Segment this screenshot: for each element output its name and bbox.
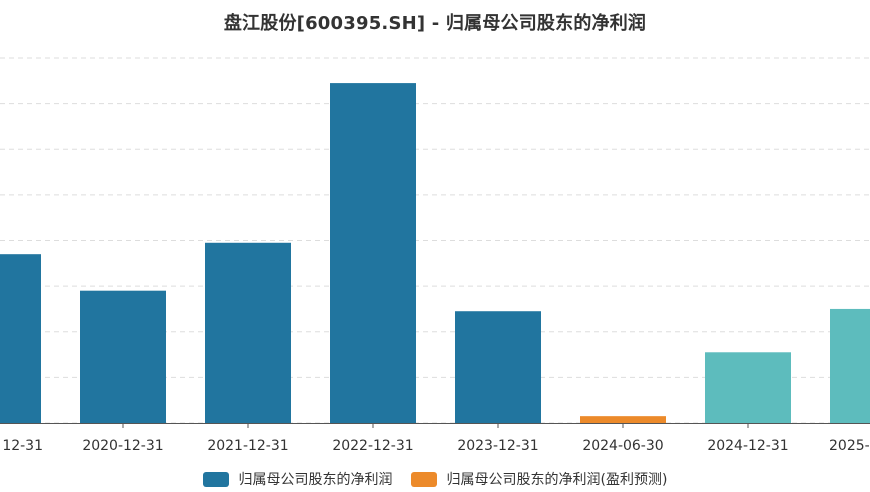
legend: 归属母公司股东的净利润 归属母公司股东的净利润(盈利预测)	[0, 469, 870, 489]
bar-2023-12-31[interactable]	[455, 311, 541, 423]
legend-item-actual[interactable]: 归属母公司股东的净利润	[202, 469, 393, 489]
bar-2024-06-30[interactable]	[580, 416, 666, 423]
x-tick-label: 2022-12-31	[332, 438, 413, 454]
legend-label-actual: 归属母公司股东的净利润	[238, 472, 393, 488]
legend-label-forecast: 归属母公司股东的净利润(盈利预测)	[446, 472, 668, 488]
legend-item-forecast[interactable]: 归属母公司股东的净利润(盈利预测)	[410, 469, 668, 489]
legend-swatch-actual	[202, 471, 229, 487]
bar-2025-12-31[interactable]	[830, 308, 870, 423]
bar-2019-12-31[interactable]	[0, 254, 41, 423]
x-tick-label: 2021-12-31	[207, 438, 288, 454]
legend-swatch-forecast	[410, 471, 437, 487]
x-tick-label: 12-31	[2, 438, 43, 454]
x-tick-label: 2023-12-31	[457, 438, 538, 454]
bar-2021-12-31[interactable]	[205, 242, 291, 423]
x-tick-label: 2025-	[829, 438, 870, 454]
x-tick-label: 2024-12-31	[707, 438, 788, 454]
chart-title: 盘江股份[600395.SH] - 归属母公司股东的净利润	[223, 13, 647, 34]
bars	[0, 83, 870, 423]
bar-2024-12-31[interactable]	[705, 352, 791, 423]
bar-2020-12-31[interactable]	[80, 290, 166, 423]
bar-2022-12-31[interactable]	[330, 83, 416, 423]
x-axis: 12-31 2020-12-31 2021-12-31 2022-12-31 2023-…	[0, 423, 870, 454]
x-tick-label: 2024-06-30	[582, 438, 663, 454]
x-tick-label: 2020-12-31	[82, 438, 163, 454]
